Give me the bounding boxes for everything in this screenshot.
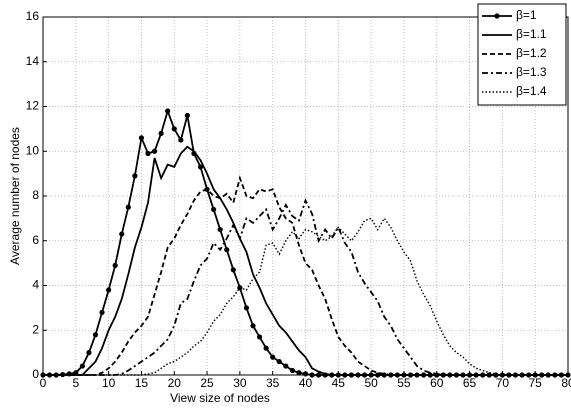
x-tick-label: 0	[40, 376, 47, 390]
x-tick-label: 55	[397, 376, 411, 390]
point-marker	[184, 112, 190, 119]
point-marker	[125, 204, 131, 210]
series-line	[43, 217, 568, 376]
y-tick-label: 14	[26, 54, 40, 68]
point-marker	[263, 345, 269, 351]
point-marker	[270, 354, 276, 360]
point-marker	[145, 150, 151, 157]
x-tick-label: 10	[102, 376, 116, 390]
point-marker	[250, 323, 256, 329]
point-marker	[112, 262, 118, 268]
x-tick-label: 50	[364, 376, 378, 390]
series-line	[43, 198, 568, 376]
point-marker	[224, 247, 230, 253]
point-marker	[92, 332, 99, 338]
x-tick-label: 40	[299, 376, 313, 390]
y-tick-label: 8	[32, 188, 39, 202]
x-tick-label: 70	[496, 376, 510, 390]
point-marker	[276, 358, 282, 365]
point-marker	[283, 363, 289, 369]
point-marker	[138, 135, 145, 141]
y-tick-label: 16	[26, 9, 40, 23]
point-marker	[197, 164, 204, 170]
point-marker	[132, 173, 138, 179]
x-tick-label: 25	[200, 376, 214, 390]
y-tick-label: 12	[26, 99, 40, 113]
point-marker	[211, 206, 217, 213]
point-marker	[230, 267, 236, 273]
point-marker	[106, 287, 112, 293]
point-marker	[158, 130, 164, 136]
point-marker	[119, 231, 125, 237]
y-axis-label: Average number of nodes	[8, 127, 22, 265]
legend-label: β=1.4	[516, 84, 547, 98]
point-marker	[302, 371, 309, 377]
legend-label: β=1.2	[516, 46, 547, 60]
point-marker	[296, 370, 302, 376]
y-tick-label: 10	[26, 143, 40, 157]
point-marker	[165, 108, 171, 114]
y-tick-label: 4	[32, 278, 39, 292]
x-tick-label: 15	[135, 376, 149, 390]
point-marker	[73, 370, 79, 376]
point-marker	[316, 372, 322, 378]
x-tick-label: 75	[529, 376, 543, 390]
legend-marker	[494, 13, 500, 19]
legend-label: β=1.1	[516, 27, 547, 41]
y-tick-label: 0	[32, 367, 39, 381]
point-marker	[309, 372, 315, 378]
x-tick-label: 35	[266, 376, 280, 390]
x-axis-label: View size of nodes	[170, 391, 270, 405]
x-tick-label: 80	[561, 376, 571, 390]
legend-label: β=1	[516, 8, 537, 22]
point-marker	[243, 305, 250, 311]
point-marker	[86, 350, 92, 356]
point-marker	[256, 334, 263, 340]
x-tick-label: 60	[430, 376, 444, 390]
point-marker	[99, 309, 105, 315]
series-line	[43, 175, 568, 376]
y-tick-label: 6	[32, 233, 39, 247]
x-tick-label: 30	[233, 376, 247, 390]
x-tick-label: 45	[332, 376, 346, 390]
point-marker	[171, 126, 177, 132]
x-tick-label: 20	[168, 376, 182, 390]
y-tick-label: 2	[32, 322, 39, 336]
point-marker	[79, 363, 85, 369]
x-tick-label: 65	[463, 376, 477, 390]
point-marker	[217, 226, 223, 233]
x-tick-label: 5	[72, 376, 79, 390]
point-marker	[151, 148, 158, 154]
point-marker	[178, 137, 184, 143]
legend-label: β=1.3	[516, 65, 547, 79]
point-marker	[289, 367, 295, 374]
